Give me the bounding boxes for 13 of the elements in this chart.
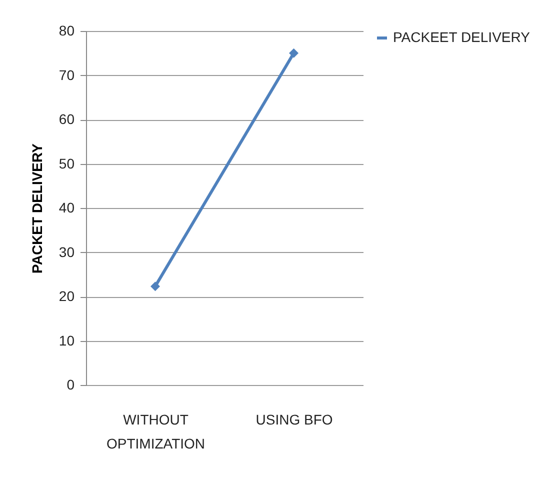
y-tick-label: 0 (66, 376, 75, 392)
y-tick-label: 50 (58, 155, 75, 172)
x-tick-label: USING BFO (256, 412, 333, 428)
y-tick-label: 70 (58, 66, 75, 83)
y-axis-title: PACKET DELIVERY (28, 142, 45, 274)
y-tick-label: 10 (58, 332, 75, 348)
y-tick-label: 20 (58, 288, 75, 304)
y-tick-label: 40 (58, 200, 75, 216)
y-tick-label: 80 (58, 22, 75, 38)
y-tick-label: 60 (58, 111, 75, 127)
legend-label: PACKEET DELIVERY (393, 29, 531, 45)
x-tick-label: WITHOUT OPTIMIZATION (106, 412, 206, 452)
y-tick-label: 30 (58, 244, 75, 260)
